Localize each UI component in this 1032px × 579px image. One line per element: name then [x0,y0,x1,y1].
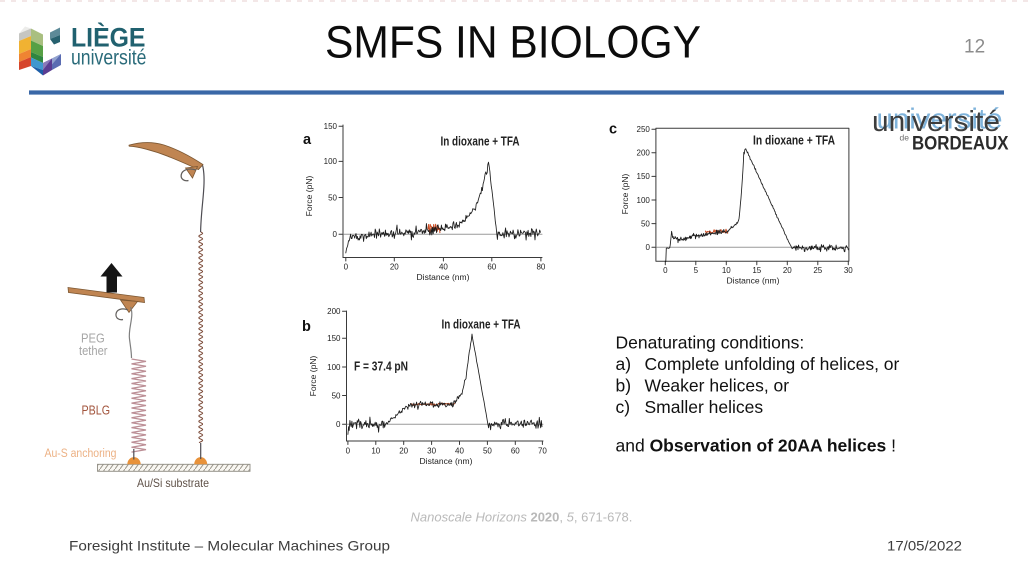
svg-text:60: 60 [487,263,496,272]
svg-text:30: 30 [844,266,853,275]
svg-text:10: 10 [722,266,731,275]
svg-text:Force (pN): Force (pN) [304,176,314,217]
svg-text:c: c [609,122,617,138]
svg-text:Au/Si substrate: Au/Si substrate [137,476,209,490]
svg-text:In dioxane + TFA: In dioxane + TFA [753,134,835,148]
svg-text:25: 25 [813,266,822,275]
svg-text:0: 0 [344,263,349,272]
svg-text:c): c) [616,397,631,417]
svg-text:BORDEAUX: BORDEAUX [912,133,1009,155]
svg-text:SMFS IN BIOLOGY: SMFS IN BIOLOGY [325,17,701,68]
svg-text:20: 20 [399,447,408,456]
svg-text:200: 200 [327,307,341,316]
svg-text:150: 150 [637,172,651,181]
svg-text:0: 0 [346,447,351,456]
svg-text:b: b [302,319,311,335]
svg-text:a): a) [616,354,632,374]
svg-text:250: 250 [637,125,651,134]
svg-text:50: 50 [641,219,650,228]
svg-text:100: 100 [324,157,338,166]
svg-text:Force (pN): Force (pN) [308,356,318,397]
svg-text:10: 10 [371,447,380,456]
svg-text:université: université [877,104,1003,136]
svg-text:In dioxane + TFA: In dioxane + TFA [442,318,521,332]
svg-text:Distance (nm): Distance (nm) [420,456,473,466]
svg-text:a: a [303,132,312,148]
svg-text:0: 0 [336,420,341,429]
svg-text:17/05/2022: 17/05/2022 [887,538,962,554]
svg-text:Weaker helices, or: Weaker helices, or [645,375,790,395]
svg-text:15: 15 [752,266,761,275]
svg-text:Complete unfolding of helices,: Complete unfolding of helices, or [645,354,900,374]
svg-text:b): b) [616,375,632,395]
svg-text:PEG: PEG [81,332,105,346]
svg-text:0: 0 [333,230,338,239]
svg-text:Denaturating conditions:: Denaturating conditions: [616,332,805,352]
svg-text:Force (pN): Force (pN) [620,174,630,215]
svg-text:80: 80 [536,263,545,272]
svg-text:20: 20 [783,266,792,275]
svg-text:20: 20 [390,263,399,272]
svg-text:60: 60 [511,447,520,456]
svg-text:150: 150 [327,334,341,343]
svg-text:université: université [71,47,147,70]
svg-text:Foresight Institute – Molecula: Foresight Institute – Molecular Machines… [69,538,390,554]
svg-text:Distance (nm): Distance (nm) [727,276,780,286]
svg-text:de: de [900,133,910,143]
svg-text:Nanoscale Horizons 2020, 5, 67: Nanoscale Horizons 2020, 5, 671-678. [411,510,633,525]
svg-text:and Observation of 20AA helice: and Observation of 20AA helices ! [616,435,896,455]
svg-text:université: université [872,106,1000,138]
svg-text:40: 40 [439,263,448,272]
svg-text:30: 30 [427,447,436,456]
svg-text:PBLG: PBLG [82,403,111,418]
svg-text:0: 0 [663,266,668,275]
svg-text:LIÈGE: LIÈGE [71,23,146,53]
svg-text:5: 5 [694,266,699,275]
svg-text:0: 0 [645,243,650,252]
svg-text:200: 200 [637,149,651,158]
svg-text:150: 150 [324,122,338,131]
svg-text:Distance (nm): Distance (nm) [417,272,470,282]
svg-text:50: 50 [332,391,341,400]
svg-text:100: 100 [637,196,651,205]
svg-text:Au-S anchoring: Au-S anchoring [45,448,117,460]
svg-text:100: 100 [327,363,341,372]
svg-text:Smaller helices: Smaller helices [645,397,764,417]
svg-text:F = 37.4 pN: F = 37.4 pN [354,360,408,374]
svg-text:50: 50 [483,447,492,456]
svg-text:In dioxane + TFA: In dioxane + TFA [441,135,520,149]
svg-text:50: 50 [328,193,337,202]
svg-text:12: 12 [964,37,985,58]
svg-text:70: 70 [538,447,547,456]
svg-text:40: 40 [455,447,464,456]
svg-text:tether: tether [79,344,108,358]
